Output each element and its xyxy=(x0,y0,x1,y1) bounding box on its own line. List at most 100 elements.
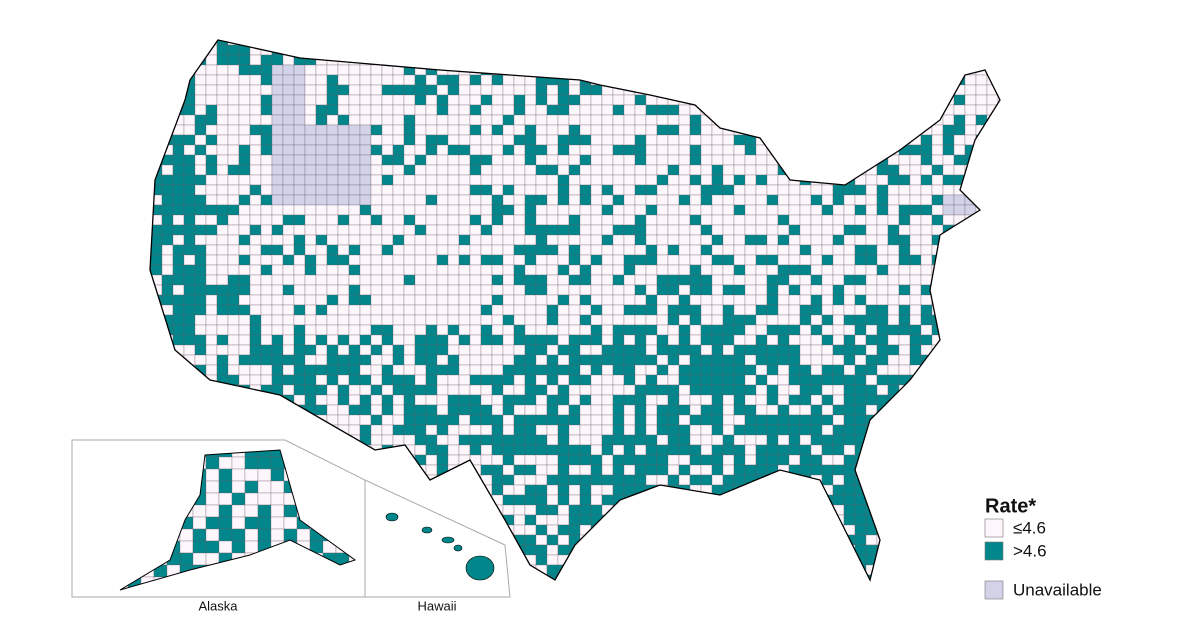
county xyxy=(876,174,889,186)
county xyxy=(469,134,482,146)
county xyxy=(678,414,691,426)
county xyxy=(172,224,185,236)
county xyxy=(986,474,999,486)
county xyxy=(788,64,801,76)
county xyxy=(986,564,999,576)
county xyxy=(535,454,548,466)
county xyxy=(865,294,878,306)
county xyxy=(623,454,636,466)
county xyxy=(337,164,350,176)
county xyxy=(733,444,746,456)
county xyxy=(822,585,833,595)
county xyxy=(370,164,383,176)
county xyxy=(997,194,1000,206)
county xyxy=(667,104,680,116)
county xyxy=(678,204,691,216)
county xyxy=(216,254,229,266)
county xyxy=(942,574,955,580)
county xyxy=(513,124,526,136)
county xyxy=(282,574,295,580)
county xyxy=(524,304,537,316)
county xyxy=(920,134,933,146)
county xyxy=(249,324,262,336)
county xyxy=(997,54,1000,66)
county xyxy=(249,374,262,386)
county xyxy=(270,528,285,542)
county xyxy=(260,64,273,76)
county xyxy=(447,284,460,296)
county xyxy=(447,514,460,526)
county xyxy=(634,524,647,536)
county xyxy=(257,468,272,482)
county xyxy=(359,374,372,386)
county xyxy=(733,354,746,366)
county xyxy=(821,94,834,106)
county xyxy=(799,274,812,286)
county xyxy=(546,574,559,580)
county xyxy=(315,244,328,256)
county xyxy=(337,414,350,426)
county xyxy=(832,54,845,66)
county xyxy=(700,294,713,306)
county xyxy=(579,554,592,566)
county xyxy=(502,204,515,216)
county xyxy=(359,454,372,466)
county xyxy=(282,404,295,416)
county xyxy=(127,552,142,566)
county xyxy=(865,384,878,396)
county xyxy=(612,554,625,566)
county xyxy=(216,114,229,126)
county xyxy=(678,274,691,286)
county xyxy=(359,264,372,276)
county xyxy=(304,204,317,216)
county xyxy=(370,134,383,146)
county xyxy=(161,174,174,186)
county xyxy=(986,344,999,356)
county xyxy=(271,354,284,366)
county xyxy=(403,474,416,486)
county xyxy=(315,40,328,46)
county xyxy=(876,514,889,526)
county xyxy=(244,588,259,590)
county xyxy=(166,450,181,458)
county xyxy=(733,574,746,580)
county xyxy=(788,454,801,466)
county xyxy=(238,404,251,416)
county xyxy=(590,40,603,46)
county xyxy=(447,494,460,506)
county xyxy=(997,294,1000,306)
county xyxy=(854,234,867,246)
county xyxy=(854,294,867,306)
county xyxy=(425,204,438,216)
county xyxy=(733,144,746,156)
county xyxy=(909,64,922,76)
county xyxy=(788,224,801,236)
county xyxy=(231,504,246,518)
county xyxy=(127,588,142,590)
county xyxy=(359,214,372,226)
county xyxy=(909,394,922,406)
county xyxy=(568,304,581,316)
county xyxy=(392,194,405,206)
county xyxy=(348,174,361,186)
county xyxy=(244,492,259,506)
county xyxy=(744,40,757,46)
county xyxy=(722,524,735,536)
county xyxy=(183,374,196,386)
county xyxy=(535,64,548,76)
county xyxy=(711,244,724,256)
county xyxy=(502,304,515,316)
county xyxy=(810,394,823,406)
county xyxy=(513,144,526,156)
county xyxy=(227,344,240,356)
county xyxy=(843,514,856,526)
county xyxy=(513,54,526,66)
county xyxy=(172,294,185,306)
county xyxy=(821,544,834,556)
county xyxy=(744,574,757,580)
county xyxy=(370,40,383,46)
county xyxy=(965,585,976,595)
county xyxy=(425,74,438,86)
county xyxy=(744,224,757,236)
county xyxy=(513,214,526,226)
